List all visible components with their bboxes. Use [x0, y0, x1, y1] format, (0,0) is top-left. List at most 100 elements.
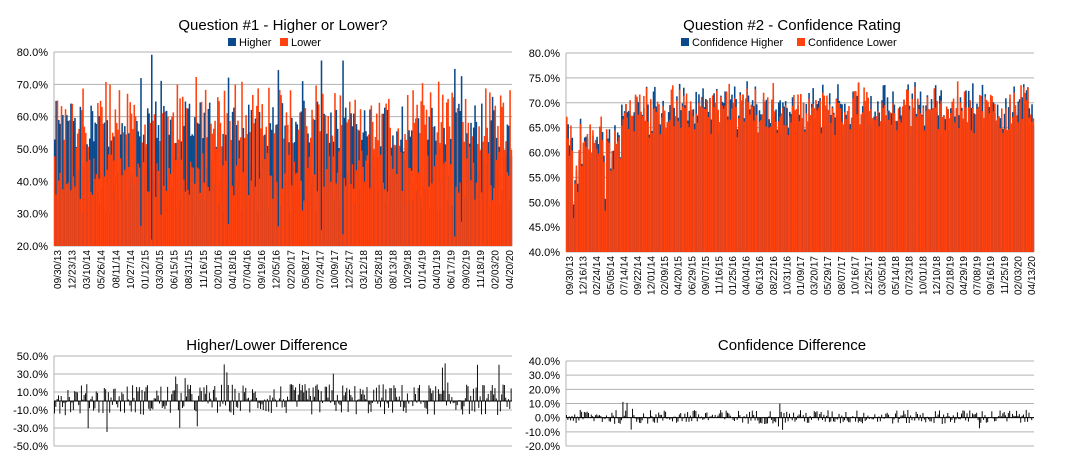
bar-confidence-lower [998, 116, 1000, 252]
bar-difference [676, 418, 677, 423]
bar-confidence-lower [940, 100, 942, 252]
x-tick-label: 12/01/14 [647, 256, 658, 295]
bar-lower [454, 236, 456, 246]
bar-confidence-lower [839, 103, 841, 252]
bar-difference [504, 385, 505, 401]
bar-lower [221, 146, 223, 246]
bar-difference [321, 391, 322, 401]
bar-difference [280, 386, 281, 401]
bar-lower [248, 195, 250, 246]
bar-confidence-lower [979, 95, 981, 252]
bar-confidence-lower [887, 111, 889, 252]
bar-difference [143, 401, 144, 415]
bar-difference [263, 401, 264, 410]
bar-difference [602, 418, 603, 422]
bar-confidence-lower [815, 100, 817, 252]
bar-confidence-lower [821, 133, 823, 252]
bar-lower [485, 88, 487, 246]
bar-confidence-lower [874, 120, 876, 252]
bar-confidence-lower [606, 129, 608, 252]
bar-difference [442, 368, 443, 401]
bar-difference [395, 388, 396, 401]
bar-confidence-lower [788, 135, 790, 252]
bar-difference [282, 401, 283, 408]
bar-difference [104, 388, 105, 401]
bar-difference [956, 418, 957, 420]
bar-difference [884, 418, 885, 419]
bar-lower [354, 100, 356, 246]
bar-confidence-lower [829, 105, 831, 252]
bar-difference [472, 401, 473, 411]
bar-difference [706, 412, 707, 417]
bar-confidence-lower [949, 118, 951, 252]
bar-confidence-lower [833, 114, 835, 252]
bar-difference [80, 401, 81, 413]
bar-confidence-lower [917, 99, 919, 252]
bar-difference [309, 388, 310, 401]
bar-difference [97, 393, 98, 401]
bar-confidence-lower [928, 109, 930, 252]
bar-confidence-lower [923, 107, 925, 252]
bar-difference [770, 411, 771, 417]
y-tick-label: -30.0% [13, 423, 48, 435]
bar-difference [439, 394, 440, 401]
bar-lower [120, 158, 122, 246]
bar-difference [997, 418, 998, 419]
x-tick-label: 05/26/14 [97, 250, 108, 289]
bar-difference [911, 418, 912, 421]
bar-difference [968, 418, 969, 422]
bar-difference [689, 418, 690, 422]
bar-lower [63, 140, 65, 246]
bar-difference [786, 412, 787, 418]
y-tick-label: -50.0% [13, 441, 48, 453]
bar-difference [102, 401, 103, 413]
y-tick-label: 10.0% [529, 399, 560, 411]
bar-confidence-lower [682, 107, 684, 252]
bar-difference [88, 401, 89, 428]
bar-confidence-lower [806, 113, 808, 252]
bar-lower [208, 187, 210, 246]
bar-confidence-lower [595, 140, 597, 252]
bar-difference [128, 399, 129, 401]
legend-label-higher: Higher [239, 37, 272, 49]
chart-question-2: Question #2 - Confidence Rating Confiden… [529, 17, 1038, 295]
bar-lower [155, 197, 157, 246]
bar-confidence-lower [733, 103, 735, 252]
bar-confidence-lower [840, 108, 842, 252]
y-tick-label: 30.0% [17, 369, 48, 381]
legend-label-lower: Lower [291, 37, 321, 49]
bar-difference [500, 401, 501, 411]
bar-difference [275, 399, 276, 401]
bars [566, 402, 1034, 430]
bar-lower [486, 128, 488, 246]
bar-confidence-lower [825, 105, 827, 252]
bar-difference [224, 364, 225, 401]
bar-confidence-lower [777, 133, 779, 252]
bar-confidence-lower [574, 184, 576, 252]
bar-difference [947, 413, 948, 418]
bar-difference [486, 398, 487, 401]
bar-difference [569, 416, 570, 417]
bar-difference [918, 418, 919, 421]
bar-confidence-lower [939, 104, 941, 252]
bar-lower [424, 125, 426, 246]
bar-difference [584, 412, 585, 418]
bar-lower [150, 123, 152, 246]
bar-lower [170, 174, 172, 246]
bar-lower [358, 160, 360, 246]
bar-difference [407, 394, 408, 401]
bar-difference [899, 418, 900, 419]
bar-confidence-lower [900, 123, 902, 252]
x-tick-label: 04/18/16 [228, 250, 239, 289]
bar-difference [807, 418, 808, 423]
bar-lower [310, 138, 312, 246]
bar-difference [400, 401, 401, 407]
bar-difference [290, 384, 291, 401]
bar-difference [163, 401, 164, 406]
bar-confidence-lower [611, 151, 613, 252]
bar-difference [372, 401, 373, 403]
bar-confidence-lower [683, 96, 685, 252]
bar-difference [702, 418, 703, 420]
bar-difference [833, 418, 834, 422]
bar-difference [220, 401, 221, 407]
